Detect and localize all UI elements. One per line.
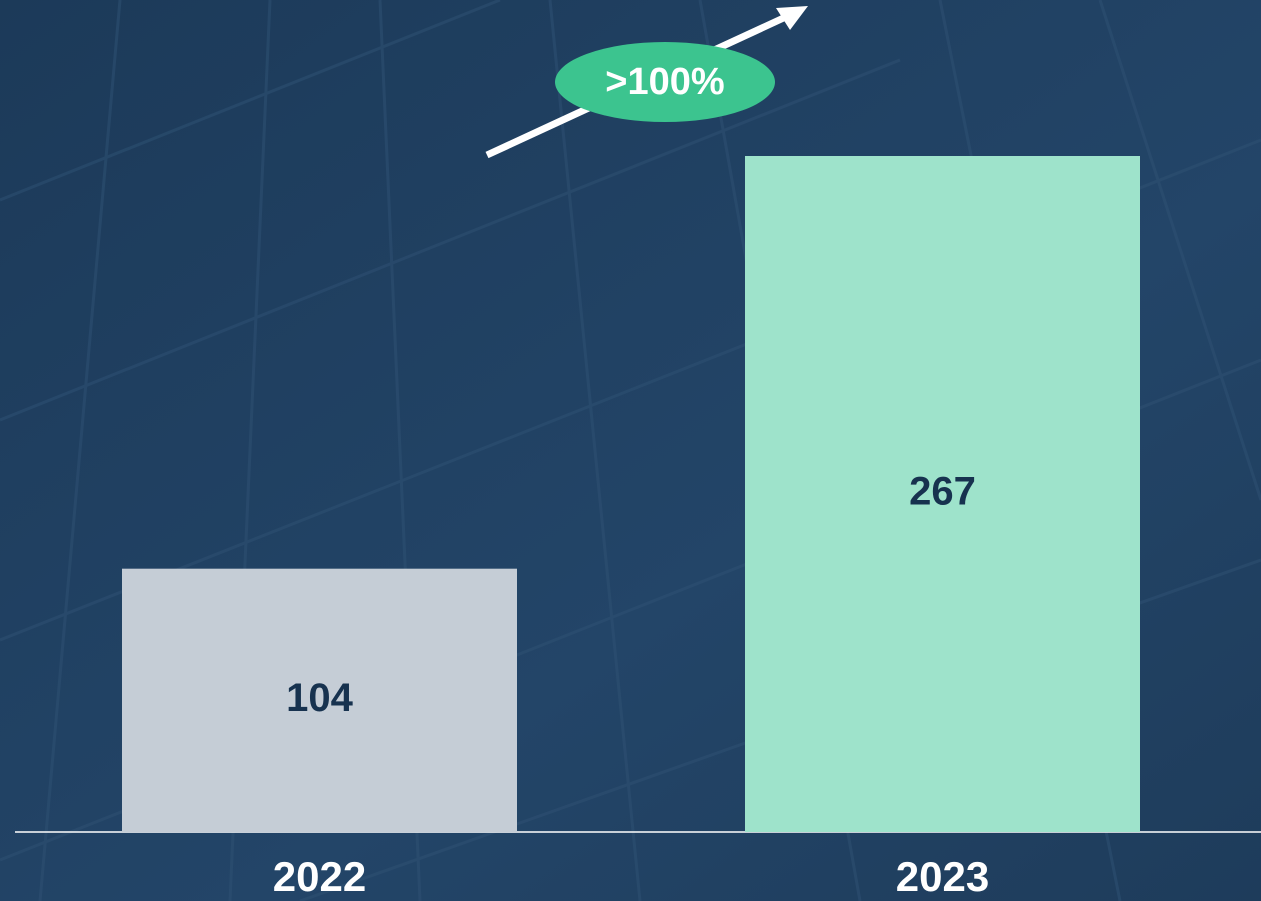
arrow-head <box>776 6 808 30</box>
bar <box>745 156 1140 832</box>
bar <box>122 568 517 832</box>
x-tick-label: 2022 <box>273 853 366 900</box>
data-label: 267 <box>909 470 976 514</box>
growth-annotation: >100% <box>485 6 808 159</box>
annotation-badge <box>555 42 775 122</box>
x-tick-label: 2023 <box>896 853 989 900</box>
data-label: 104 <box>286 676 353 720</box>
annotation-text: >100% <box>605 61 724 103</box>
